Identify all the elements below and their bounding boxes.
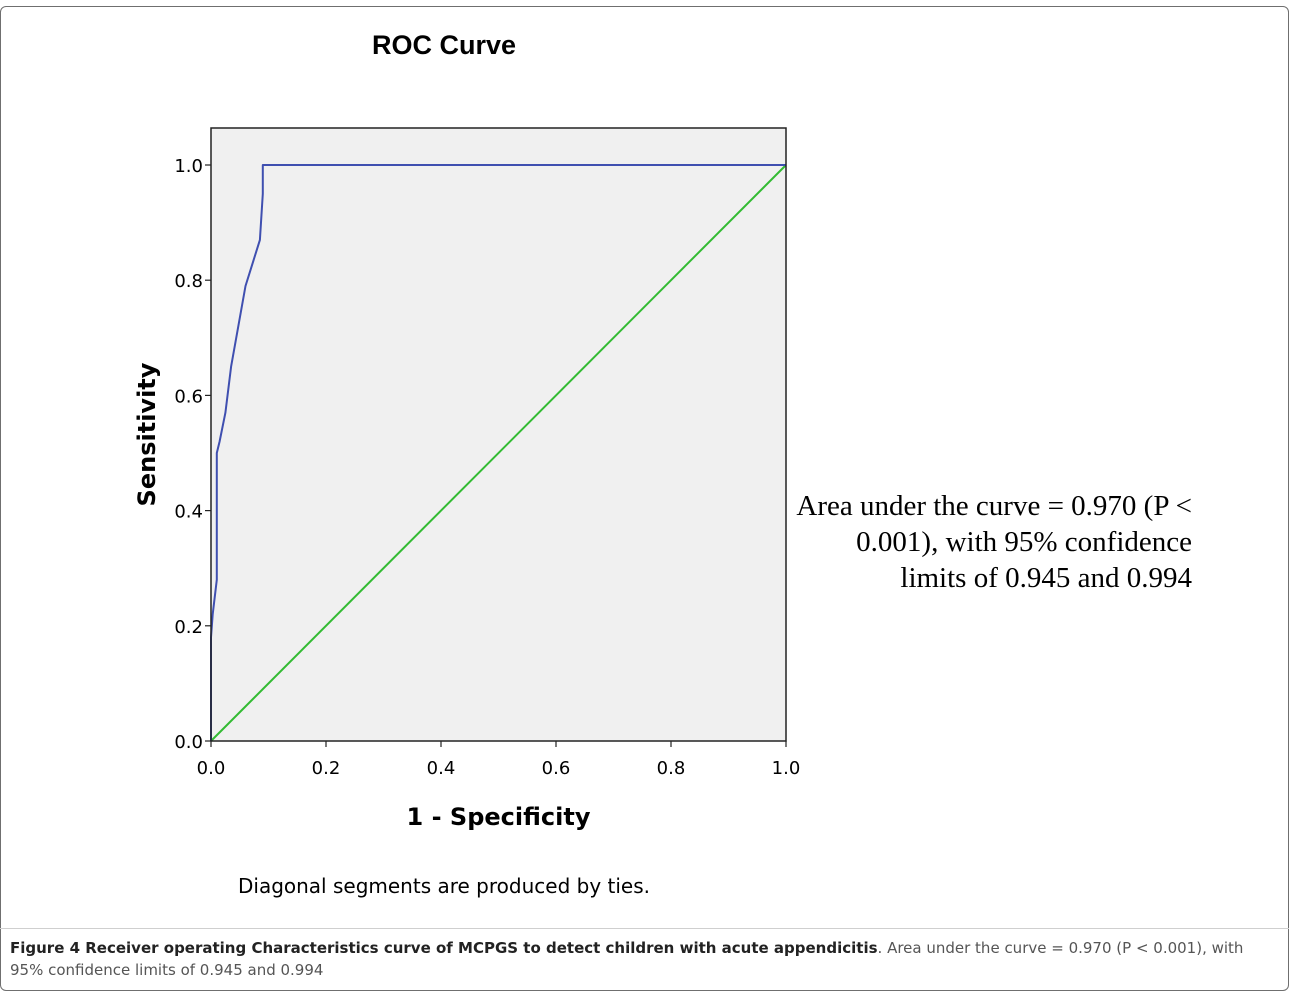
y-axis-title: Sensitivity xyxy=(133,362,161,506)
figure-caption: Figure 4 Receiver operating Characterist… xyxy=(10,937,1280,981)
caption-label: Figure 4 Receiver operating Characterist… xyxy=(10,939,878,957)
y-tick-label: 0.0 xyxy=(174,732,203,753)
chart-footnote: Diagonal segments are produced by ties. xyxy=(237,874,650,898)
y-tick-label: 1.0 xyxy=(174,156,203,177)
roc-curve-layer xyxy=(210,164,786,741)
plot-area xyxy=(211,128,786,741)
y-tick-label: 0.6 xyxy=(174,386,203,407)
caption-text: . Area under the curve = 0.970 (P < 0.00… xyxy=(10,939,1244,979)
reference-diagonal-line xyxy=(210,164,787,742)
reference-line-layer xyxy=(210,164,787,742)
x-tick-label: 0.4 xyxy=(427,758,456,779)
x-tick-label: 0.0 xyxy=(197,758,226,779)
y-tick-label: 0.2 xyxy=(174,617,203,638)
y-tick-label: 0.8 xyxy=(174,271,203,292)
caption-divider xyxy=(0,928,1289,929)
y-tick-label: 0.4 xyxy=(174,502,203,523)
x-tick-label: 0.8 xyxy=(657,758,686,779)
y-axis: 0.0 0.2 0.4 0.6 0.8 1.0 xyxy=(174,156,211,753)
x-axis-title: 1 - Specificity xyxy=(407,803,591,831)
x-tick-label: 1.0 xyxy=(772,758,801,779)
x-tick-label: 0.2 xyxy=(312,758,341,779)
chart-title: ROC Curve xyxy=(371,30,517,60)
x-tick-label: 0.6 xyxy=(542,758,571,779)
x-axis: 0.0 0.2 0.4 0.6 0.8 1.0 xyxy=(197,741,801,779)
roc-curve-line xyxy=(210,164,786,741)
auc-annotation: Area under the curve = 0.970 (P < 0.001)… xyxy=(796,490,1192,594)
plot-border xyxy=(210,127,787,742)
